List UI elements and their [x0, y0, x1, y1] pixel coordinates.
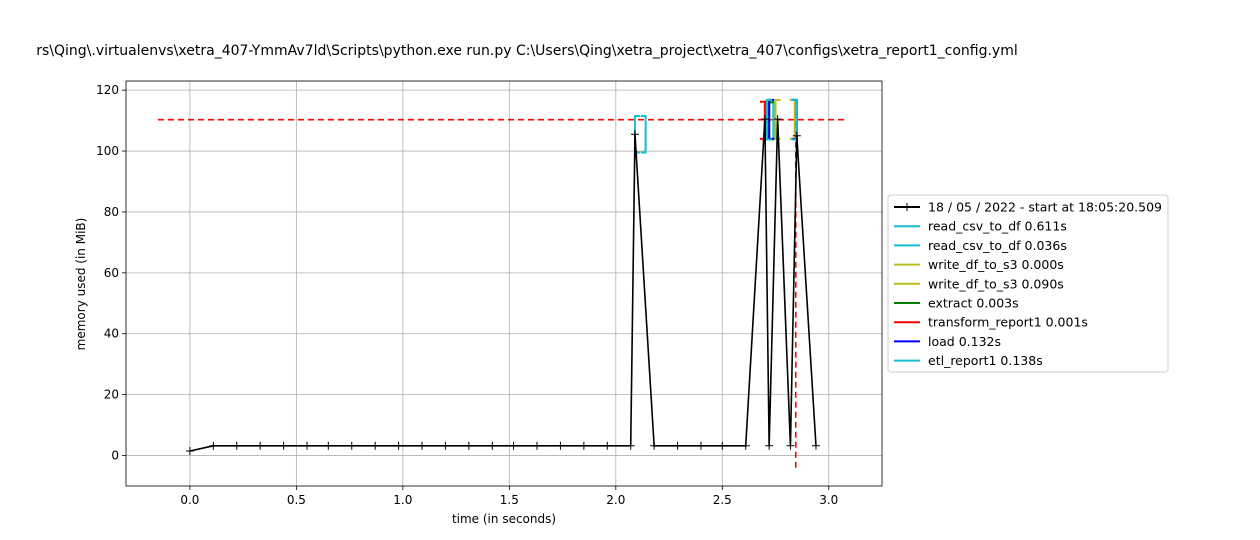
memory-point: [488, 441, 497, 450]
memory-point: [765, 441, 774, 450]
memory-point: [441, 441, 450, 450]
legend-entry: read_csv_to_df 0.036s: [894, 238, 1067, 253]
legend: 18 / 05 / 2022 - start at 18:05:20.509 re…: [887, 194, 1169, 373]
memory-point: [347, 441, 356, 450]
bracket-close: [640, 115, 647, 154]
legend-label: load 0.132s: [928, 334, 1001, 349]
x-tick-label: 0.5: [287, 493, 306, 507]
memory-series: [185, 115, 820, 455]
legend-entry: read_csv_to_df 0.611s: [894, 219, 1067, 234]
memory-point: [718, 441, 727, 450]
memory-point: [760, 115, 769, 124]
chart-title: rs\Qing\.virtualenvs\xetra_407-YmmAv7ld\…: [36, 43, 1017, 59]
x-tick-label: 2.5: [713, 493, 732, 507]
legend-label: write_df_to_s3 0.000s: [928, 257, 1064, 272]
legend-marker: [903, 203, 911, 211]
plot-frame: [125, 80, 883, 487]
memory-point: [232, 441, 241, 450]
legend-label: 18 / 05 / 2022 - start at 18:05:20.509: [928, 200, 1162, 215]
memory-point: [773, 115, 782, 124]
legend-label: read_csv_to_df 0.036s: [928, 238, 1067, 253]
x-tick-label: 3.0: [819, 493, 838, 507]
y-tick-label: 120: [96, 83, 119, 97]
memory-point: [673, 441, 682, 450]
memory-point: [303, 441, 312, 450]
y-tick-label: 0: [111, 449, 119, 463]
legend-entry: extract 0.003s: [894, 296, 1019, 311]
bracket-close: [791, 98, 798, 141]
y-tick-label: 60: [104, 266, 119, 280]
y-tick-label: 20: [104, 388, 119, 402]
memory-point: [509, 441, 518, 450]
memory-point: [741, 441, 750, 450]
legend-frame: [887, 194, 1169, 373]
legend-label: transform_report1 0.001s: [928, 315, 1088, 330]
legend-entry: transform_report1 0.001s: [894, 315, 1088, 330]
legend-entry: load 0.132s: [894, 334, 1001, 349]
legend-label: read_csv_to_df 0.611s: [928, 219, 1067, 234]
legend-label: write_df_to_s3 0.090s: [928, 276, 1064, 291]
memory-point: [603, 441, 612, 450]
memory-point: [185, 446, 194, 455]
memory-point: [533, 441, 542, 450]
y-tick-label: 40: [104, 327, 119, 341]
bracket-open: [766, 98, 773, 141]
memory-point: [394, 441, 403, 450]
x-axis-title: time (in seconds): [452, 512, 556, 526]
memory-point: [650, 441, 659, 450]
legend-label: etl_report1 0.138s: [928, 353, 1043, 368]
memory-point: [418, 441, 427, 450]
x-tick-label: 1.0: [393, 493, 412, 507]
memory-point: [279, 441, 288, 450]
memory-point: [626, 441, 635, 450]
y-axis-title: memory used (in MiB): [74, 218, 88, 351]
memory-point: [371, 441, 380, 450]
legend-entry: 18 / 05 / 2022 - start at 18:05:20.509: [894, 200, 1162, 215]
y-tick-label: 80: [104, 205, 119, 219]
memory-point: [811, 441, 820, 450]
memory-point: [464, 441, 473, 450]
x-tick-label: 2.0: [606, 493, 625, 507]
memory-point: [579, 441, 588, 450]
y-axis-ticks: 0 20 40 60 80 100 120: [96, 83, 126, 463]
plot-area: [125, 80, 883, 487]
legend-entry: etl_report1 0.138s: [894, 353, 1043, 368]
legend-label: extract 0.003s: [928, 296, 1019, 311]
memory-point: [556, 441, 565, 450]
x-tick-label: 0.0: [180, 493, 199, 507]
x-axis-ticks: 0.0 0.5 1.0 1.5 2.0 2.5 3.0: [180, 486, 838, 507]
memory-point: [209, 441, 218, 450]
x-tick-label: 1.5: [500, 493, 519, 507]
legend-entry: write_df_to_s3 0.000s: [894, 257, 1064, 272]
memory-point: [696, 441, 705, 450]
memory-point: [786, 441, 795, 450]
memory-point: [324, 441, 333, 450]
memory-point: [630, 130, 639, 139]
legend-entry: write_df_to_s3 0.090s: [894, 276, 1064, 291]
memory-point: [256, 441, 265, 450]
memory-point: [792, 131, 801, 140]
function-bracket: [766, 98, 798, 141]
y-tick-label: 100: [96, 144, 119, 158]
